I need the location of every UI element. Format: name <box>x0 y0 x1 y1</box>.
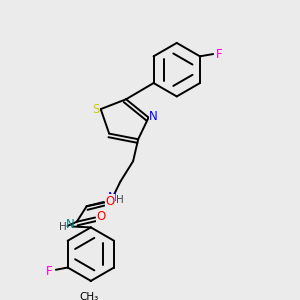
Text: O: O <box>97 210 106 223</box>
Text: H: H <box>59 222 67 232</box>
Text: S: S <box>92 103 99 116</box>
Text: O: O <box>105 195 114 208</box>
Text: N: N <box>108 191 116 204</box>
Text: N: N <box>149 110 158 124</box>
Text: F: F <box>46 265 52 278</box>
Text: H: H <box>116 195 124 205</box>
Text: F: F <box>216 48 223 61</box>
Text: N: N <box>66 218 75 231</box>
Text: CH₃: CH₃ <box>80 292 99 300</box>
